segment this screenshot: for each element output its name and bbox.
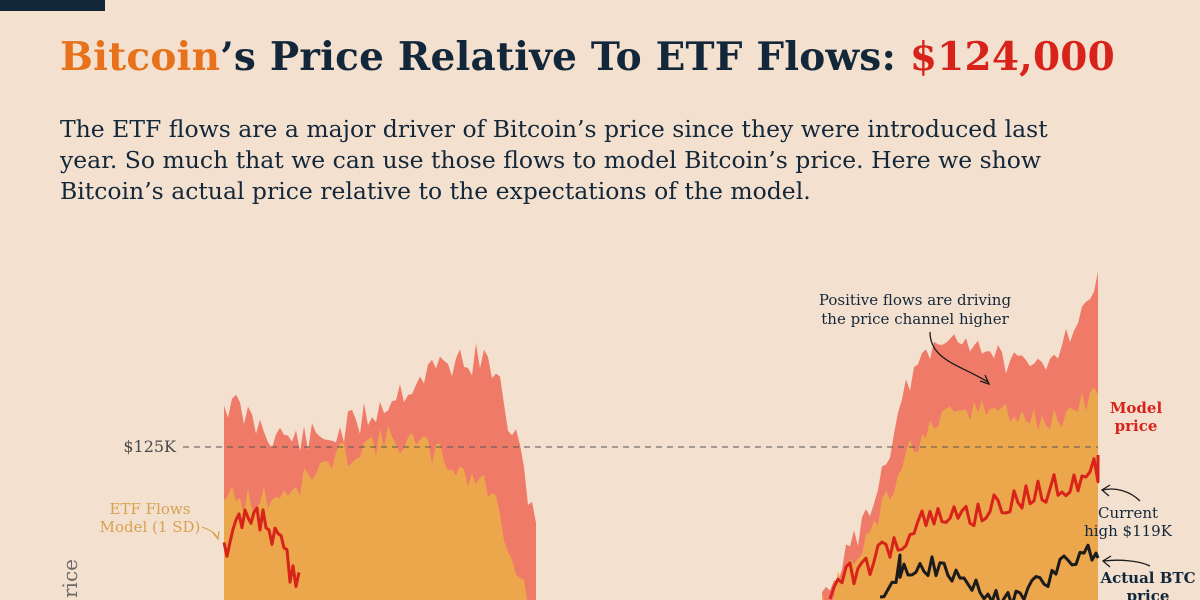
current-high-line2: high $119K [1084, 522, 1173, 540]
flows-annotation-line2: the price channel higher [821, 310, 1009, 328]
title-text: ’s Price Relative To ETF Flows: [220, 34, 910, 80]
band-annotation-arrow [201, 526, 218, 538]
actual-price-arrowhead [1101, 555, 1112, 568]
actual-price-label-line2: price [1127, 587, 1170, 600]
page-title: Bitcoin’s Price Relative To ETF Flows: $… [60, 32, 1180, 82]
model-price-line-right [828, 455, 1100, 600]
reference-line-label: $125K [123, 437, 177, 456]
title-bitcoin: Bitcoin [60, 34, 221, 80]
current-high-line1: Current [1098, 504, 1158, 522]
model-price-line-left [222, 506, 301, 589]
flows-annotation-line1: Positive flows are driving [819, 291, 1012, 309]
model-price-label-line2: price [1115, 417, 1158, 435]
one-sd-band-segment-left [224, 425, 528, 600]
actual-price-line [879, 543, 1100, 600]
corner-accent-bar [0, 0, 105, 11]
band-annotation-line1: ETF Flows [110, 500, 191, 518]
y-axis-label: rice [58, 559, 82, 598]
model-price-label-line1: Model [1110, 399, 1163, 417]
flows-annotation-arrow [929, 331, 989, 383]
actual-price-arrow [1103, 559, 1151, 567]
band-annotation-line2: Model (1 SD) [100, 518, 201, 536]
flows-annotation-arrowhead [979, 374, 991, 386]
current-high-arrow [1102, 488, 1141, 502]
chart-plot [183, 271, 1100, 600]
chart-description: The ETF flows are a major driver of Bitc… [60, 115, 1048, 205]
band-annotation-arrowhead [212, 530, 220, 541]
current-high-arrowhead [1100, 484, 1111, 497]
actual-price-label-line1: Actual BTC [1099, 569, 1195, 587]
title-price-value: $124,000 [909, 34, 1115, 80]
